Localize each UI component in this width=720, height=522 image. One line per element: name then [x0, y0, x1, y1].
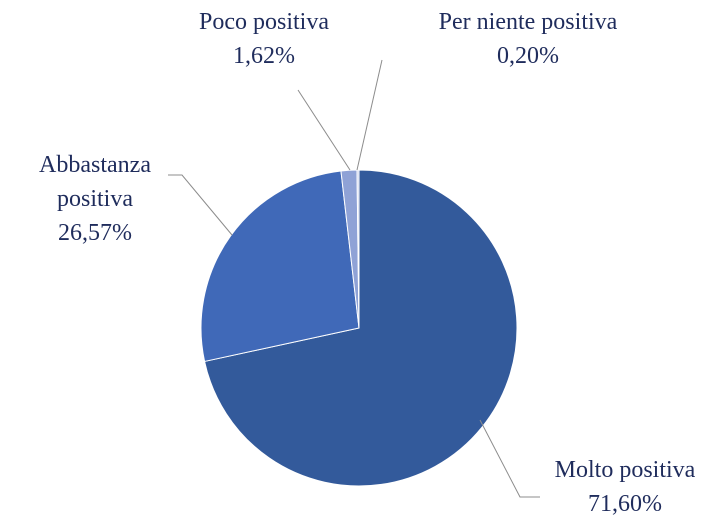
category-label: Poco positiva — [199, 9, 329, 35]
category-label: Per niente positiva — [438, 9, 618, 35]
data-label: Abbastanza positiva 26,57% — [20, 148, 170, 250]
value-label: 1,62% — [233, 43, 295, 69]
leader-line — [168, 174, 233, 236]
category-label: Abbastanza positiva — [39, 152, 151, 212]
data-label: Per niente positiva 0,20% — [408, 5, 648, 73]
value-label: 26,57% — [58, 220, 132, 246]
leader-line — [297, 89, 351, 171]
leader-line — [356, 59, 383, 171]
pie-slice — [200, 170, 360, 363]
data-label: Poco positiva 1,62% — [164, 5, 364, 73]
data-label: Molto positiva 71,60% — [515, 453, 720, 521]
category-label: Molto positiva — [554, 457, 696, 483]
pie-slice — [356, 169, 360, 329]
pie-slice — [203, 169, 518, 487]
value-label: 71,60% — [588, 491, 662, 517]
leader-line — [479, 419, 540, 498]
value-label: 0,20% — [497, 43, 559, 69]
